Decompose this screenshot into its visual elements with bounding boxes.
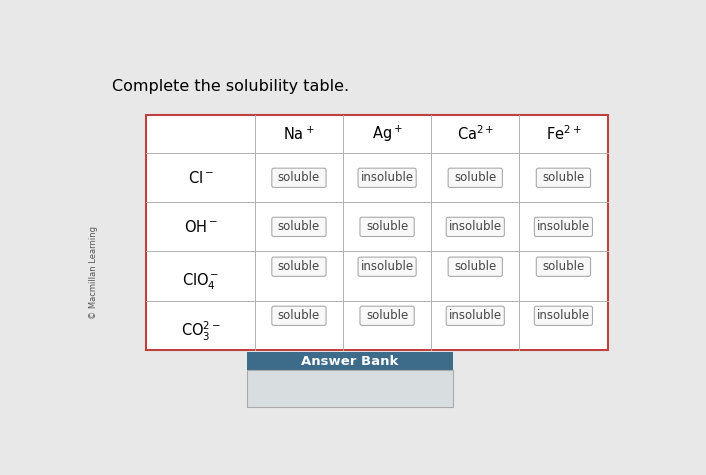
Text: insoluble: insoluble bbox=[361, 171, 414, 184]
Text: CO$_3^{2-}$: CO$_3^{2-}$ bbox=[181, 320, 220, 343]
Bar bbox=[247, 370, 453, 408]
Text: Fe$^{2+}$: Fe$^{2+}$ bbox=[546, 124, 581, 143]
FancyBboxPatch shape bbox=[358, 257, 416, 276]
Text: © Macmillan Learning: © Macmillan Learning bbox=[89, 226, 98, 319]
Text: soluble: soluble bbox=[278, 171, 320, 184]
Text: soluble: soluble bbox=[454, 260, 496, 273]
Text: insoluble: insoluble bbox=[356, 382, 409, 395]
Text: Answer Bank: Answer Bank bbox=[301, 355, 398, 368]
Text: soluble: soluble bbox=[278, 220, 320, 233]
Text: soluble: soluble bbox=[278, 309, 320, 323]
FancyBboxPatch shape bbox=[358, 168, 416, 188]
Text: insoluble: insoluble bbox=[449, 309, 502, 323]
FancyBboxPatch shape bbox=[360, 306, 414, 325]
Text: soluble: soluble bbox=[282, 382, 324, 395]
FancyBboxPatch shape bbox=[272, 168, 326, 188]
FancyBboxPatch shape bbox=[534, 306, 592, 325]
FancyBboxPatch shape bbox=[537, 168, 590, 188]
FancyBboxPatch shape bbox=[272, 217, 326, 237]
Text: Ag$^+$: Ag$^+$ bbox=[371, 124, 402, 144]
Text: soluble: soluble bbox=[454, 171, 496, 184]
FancyBboxPatch shape bbox=[360, 217, 414, 237]
Bar bbox=[247, 352, 453, 371]
FancyBboxPatch shape bbox=[272, 306, 326, 325]
Text: Na$^+$: Na$^+$ bbox=[283, 125, 315, 142]
FancyBboxPatch shape bbox=[446, 306, 504, 325]
Text: insoluble: insoluble bbox=[449, 220, 502, 233]
Bar bbox=[146, 115, 607, 350]
FancyBboxPatch shape bbox=[446, 217, 504, 237]
FancyBboxPatch shape bbox=[275, 379, 330, 399]
Text: soluble: soluble bbox=[542, 260, 585, 273]
Text: ClO$_4^-$: ClO$_4^-$ bbox=[182, 272, 220, 293]
Text: Ca$^{2+}$: Ca$^{2+}$ bbox=[457, 124, 494, 143]
Text: soluble: soluble bbox=[366, 309, 408, 323]
Text: soluble: soluble bbox=[278, 260, 320, 273]
Text: insoluble: insoluble bbox=[537, 220, 590, 233]
FancyBboxPatch shape bbox=[537, 257, 590, 276]
Text: OH$^-$: OH$^-$ bbox=[184, 219, 217, 235]
Text: insoluble: insoluble bbox=[361, 260, 414, 273]
FancyBboxPatch shape bbox=[534, 217, 592, 237]
FancyBboxPatch shape bbox=[448, 257, 503, 276]
FancyBboxPatch shape bbox=[354, 379, 412, 399]
Text: Complete the solubility table.: Complete the solubility table. bbox=[112, 79, 349, 94]
Text: soluble: soluble bbox=[542, 171, 585, 184]
FancyBboxPatch shape bbox=[272, 257, 326, 276]
Text: soluble: soluble bbox=[366, 220, 408, 233]
FancyBboxPatch shape bbox=[448, 168, 503, 188]
Text: Cl$^-$: Cl$^-$ bbox=[188, 170, 214, 186]
Text: insoluble: insoluble bbox=[537, 309, 590, 323]
